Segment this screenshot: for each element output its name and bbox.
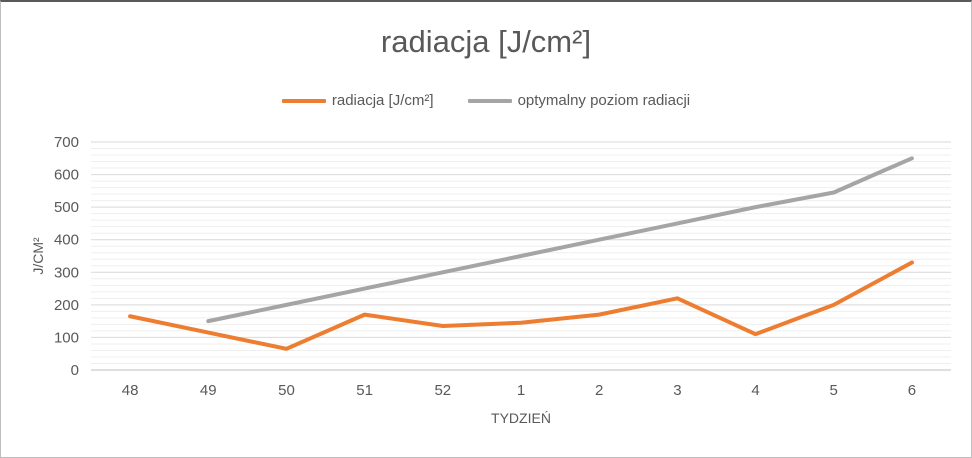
y-axis-tick-label: 400 [54, 232, 79, 249]
y-axis-title: J/CM² [30, 237, 46, 275]
chart-title: radiacja [J/cm²] [380, 24, 592, 59]
legend-item-radiacja: radiacja [J/cm²] [281, 92, 434, 109]
x-axis-tick-label: 51 [356, 382, 373, 399]
legend: radiacja [J/cm²] optymalny poziom radiac… [1, 92, 971, 109]
x-axis-tick-label: 4 [751, 382, 759, 399]
legend-line-swatch-radiacja [281, 98, 326, 103]
y-axis-tick-label: 100 [54, 329, 79, 346]
x-axis-title: TYDZIEŃ [491, 410, 551, 426]
x-axis-tick-label: 6 [908, 382, 916, 399]
x-axis-tick-label: 5 [830, 382, 838, 399]
legend-item-optymalny: optymalny poziom radiacji [467, 92, 691, 109]
x-axis-tick-label: 2 [595, 382, 603, 399]
y-axis-tick-label: 300 [54, 264, 79, 281]
x-axis-tick-label: 3 [673, 382, 681, 399]
x-axis-tick-label: 52 [434, 382, 451, 399]
legend-line-swatch-optymalny [467, 98, 512, 103]
series-line-1 [206, 156, 914, 324]
y-axis-tick-label: 700 [54, 134, 79, 151]
x-axis-tick-label: 49 [200, 382, 217, 399]
legend-label-optymalny: optymalny poziom radiacji [517, 92, 691, 109]
x-axis-tick-label: 48 [122, 382, 139, 399]
y-axis-tick-label: 600 [54, 167, 79, 184]
legend-label-radiacja: radiacja [J/cm²] [331, 92, 434, 109]
x-axis-tick-label: 50 [278, 382, 295, 399]
y-axis-tick-label: 500 [54, 199, 79, 216]
y-axis-tick-label: 0 [71, 362, 79, 379]
x-axis-tick-label: 1 [517, 382, 525, 399]
y-axis-tick-label: 200 [54, 297, 79, 314]
series-line-0 [128, 260, 914, 351]
